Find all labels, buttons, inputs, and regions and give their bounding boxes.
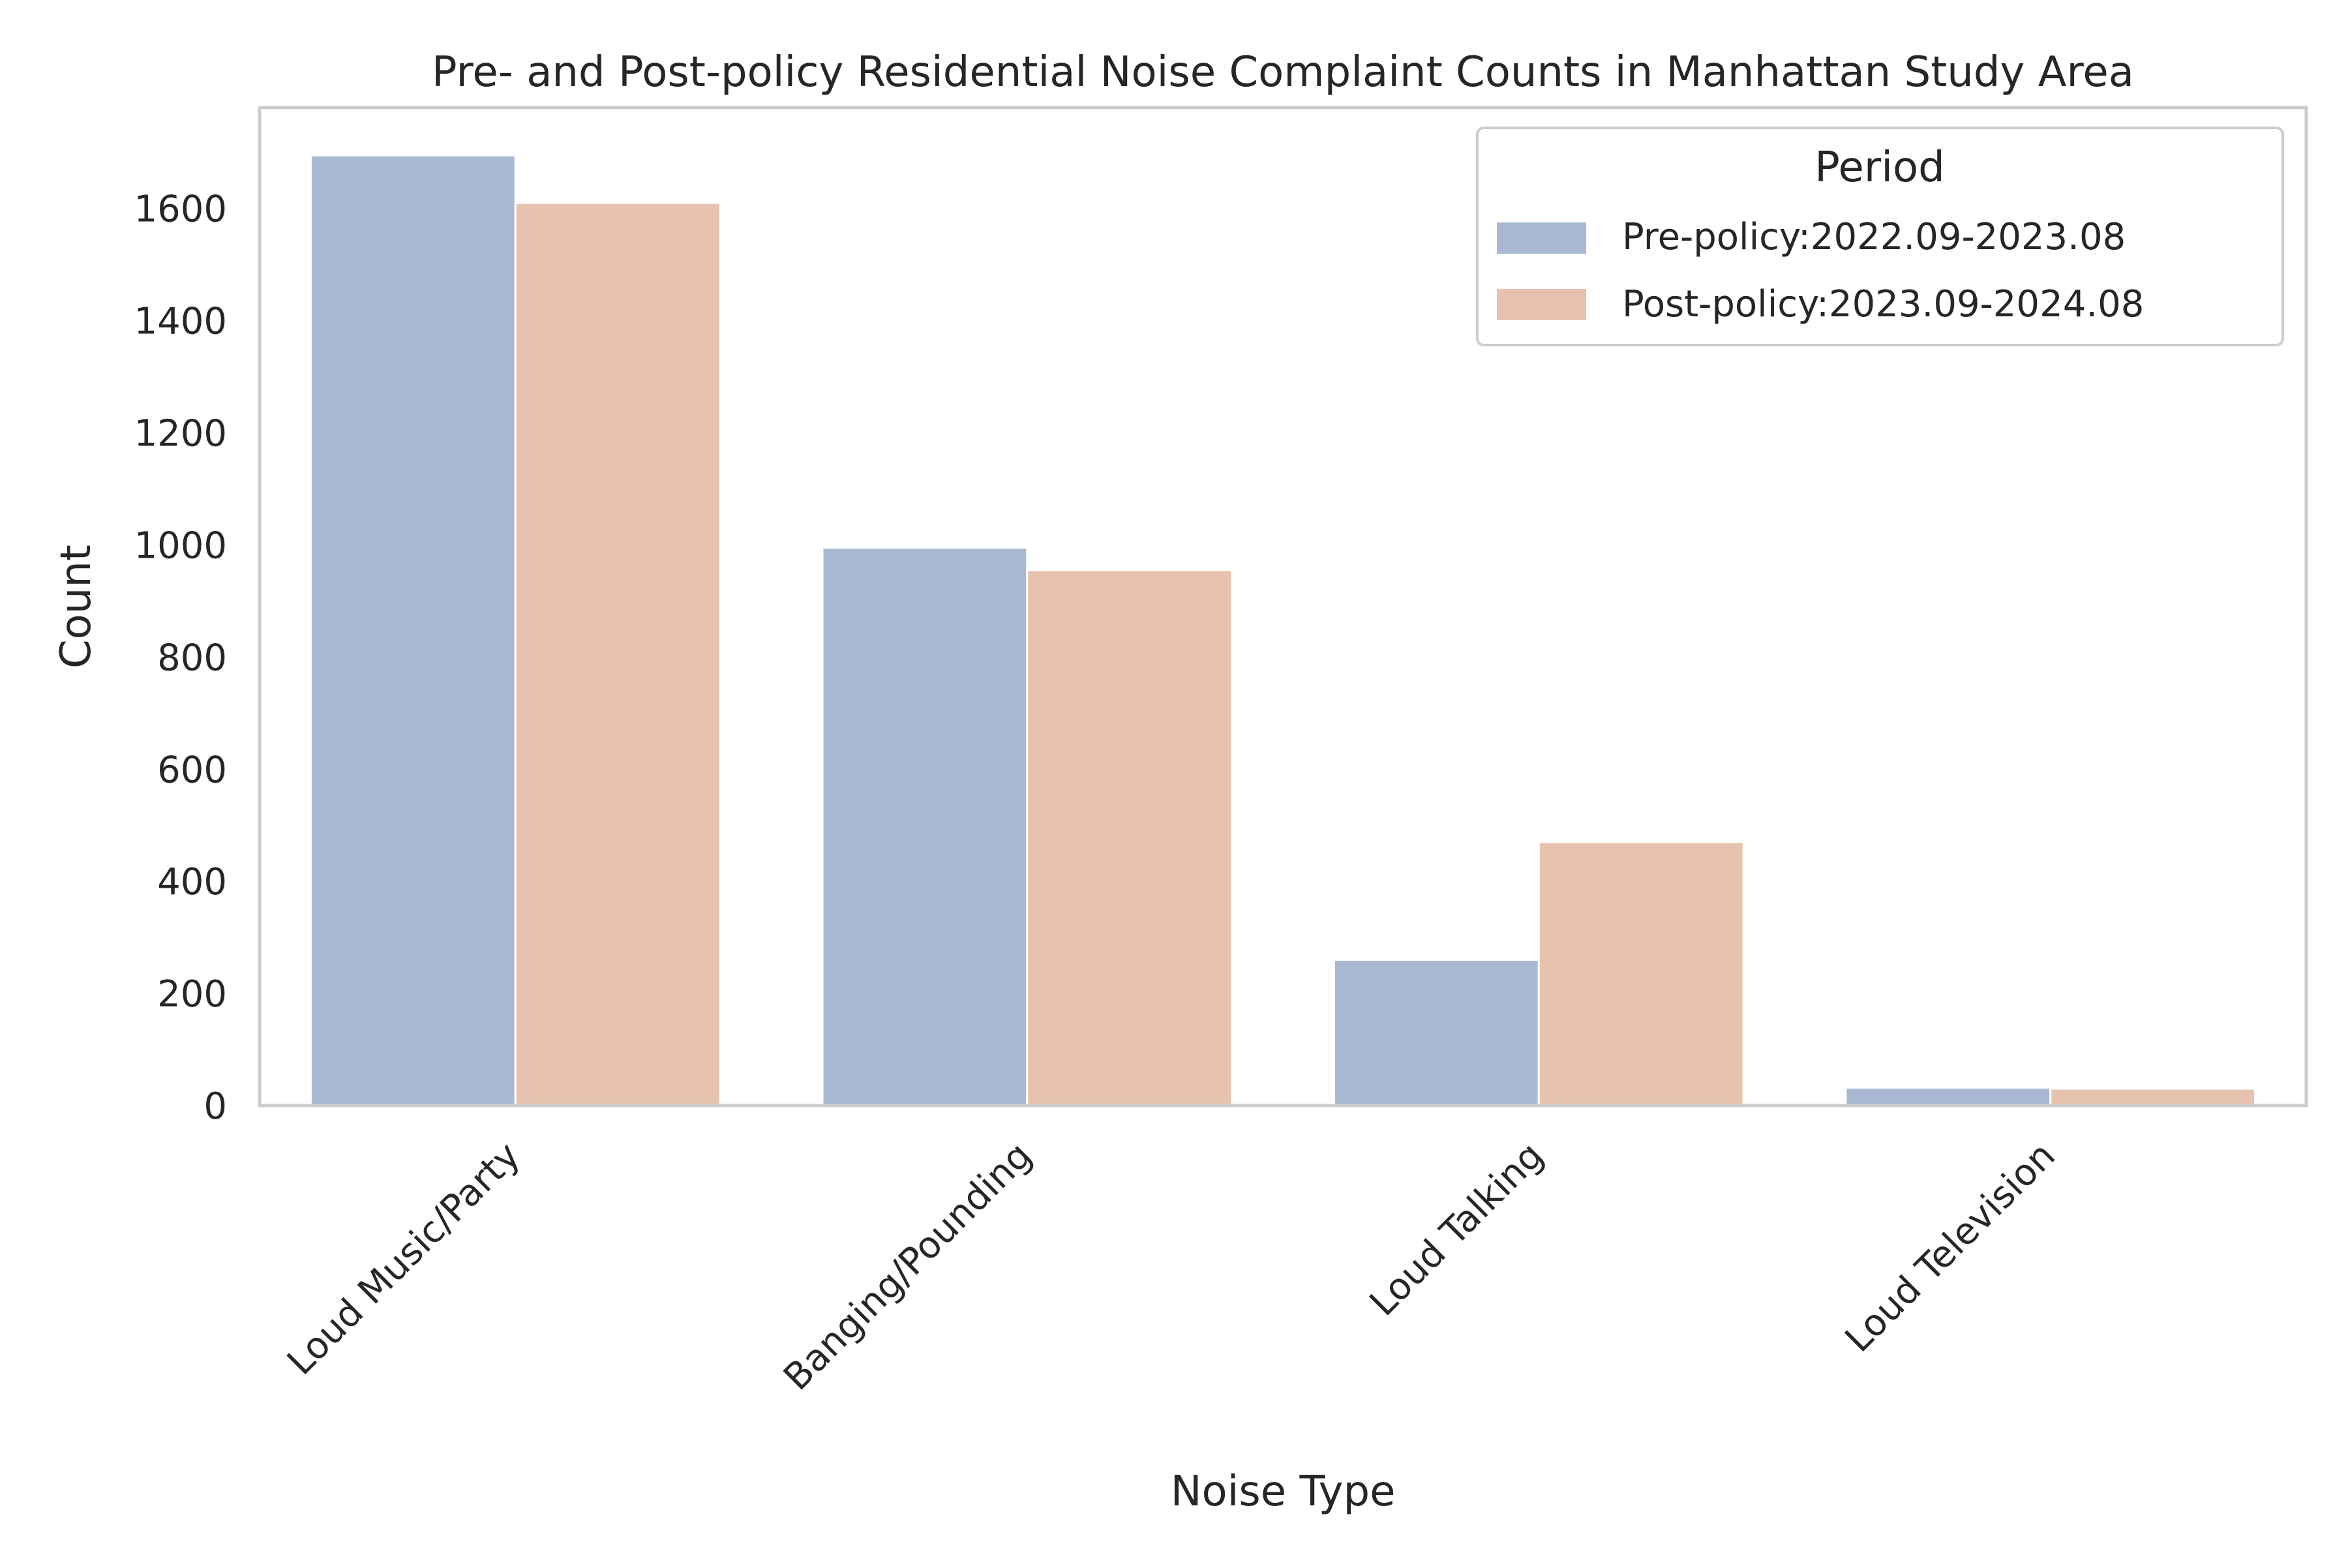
y-tick-label: 400 bbox=[157, 861, 227, 903]
y-tick-label: 1000 bbox=[134, 524, 227, 567]
legend: Period Pre-policy:2022.09-2023.08 Post-p… bbox=[1476, 127, 2284, 346]
bar-post-policy-banging-pounding bbox=[1026, 569, 1233, 1107]
y-tick-label: 1200 bbox=[134, 413, 227, 455]
bar-post-policy-loud-television bbox=[2049, 1087, 2257, 1107]
x-tick-label-loud-talking: Loud Talking bbox=[1362, 1134, 1552, 1324]
plot-frame bbox=[258, 106, 2308, 1108]
y-tick-label: 1600 bbox=[134, 188, 227, 231]
legend-label-pre-policy: Pre-policy:2022.09-2023.08 bbox=[1622, 216, 2126, 258]
bar-post-policy-loud-music-party bbox=[514, 202, 721, 1107]
bar-pre-policy-loud-talking bbox=[1333, 959, 1540, 1107]
x-tick-label-banging-pounding: Banging/Pounding bbox=[775, 1134, 1040, 1398]
x-tick-label-loud-music-party: Loud Music/Party bbox=[279, 1134, 528, 1383]
y-tick-label: 0 bbox=[203, 1085, 227, 1128]
legend-swatch-pre-policy bbox=[1497, 222, 1586, 254]
bar-pre-policy-loud-television bbox=[1844, 1087, 2052, 1107]
x-axis-label: Noise Type bbox=[1171, 1468, 1396, 1516]
chart-title: Pre- and Post-policy Residential Noise C… bbox=[432, 48, 2134, 97]
bar-pre-policy-banging-pounding bbox=[821, 547, 1029, 1107]
x-ticks: Loud Music/Party Banging/Pounding Loud Tal… bbox=[279, 1134, 2063, 1398]
legend-swatch-post-policy bbox=[1497, 289, 1586, 320]
y-tick-label: 200 bbox=[157, 973, 227, 1016]
legend-box bbox=[1476, 127, 2284, 346]
y-axis-label: Count bbox=[52, 545, 100, 669]
y-tick-label: 800 bbox=[157, 637, 227, 679]
bar-pre-policy-loud-music-party bbox=[309, 154, 517, 1107]
legend-label-post-policy: Post-policy:2023.09-2024.08 bbox=[1622, 283, 2144, 325]
y-tick-label: 1400 bbox=[134, 301, 227, 343]
bars-layer bbox=[309, 154, 2257, 1107]
bar-post-policy-loud-talking bbox=[1537, 841, 1745, 1107]
y-tick-label: 600 bbox=[157, 749, 227, 791]
legend-title: Period bbox=[1814, 143, 1945, 192]
x-tick-label-loud-television: Loud Television bbox=[1837, 1134, 2064, 1361]
y-ticks: 0 200 400 600 800 1000 1200 1400 1600 bbox=[134, 188, 227, 1128]
